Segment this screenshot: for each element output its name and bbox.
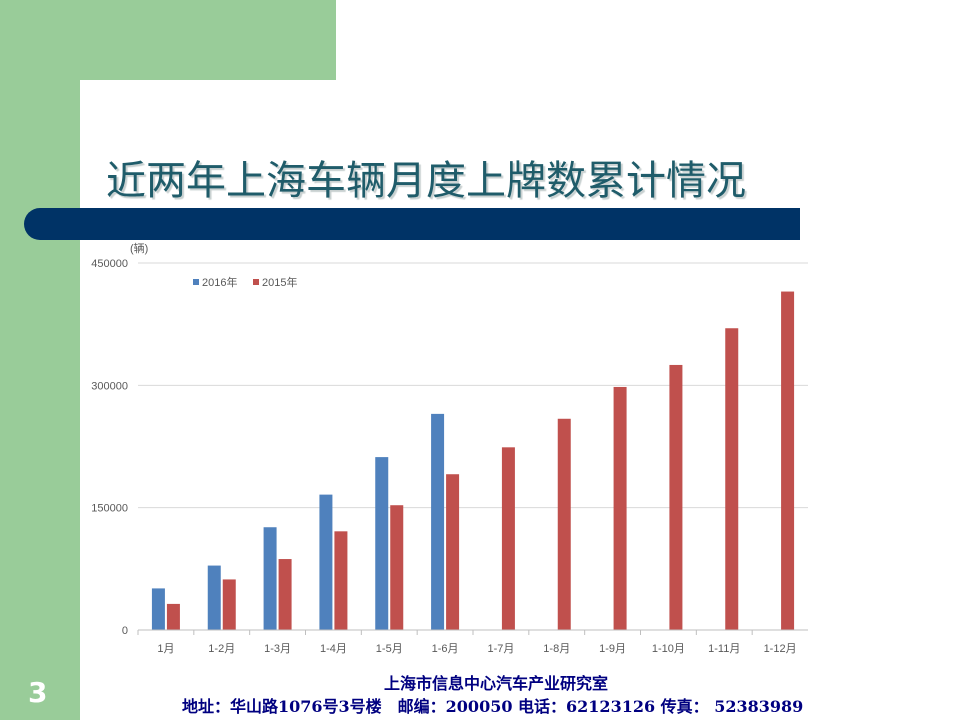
y-tick-label: 300000 bbox=[91, 380, 128, 392]
axis-layer: 0 150000 300000 450000 1月 1-2月 1-3月 1-4月 1-5月 1-6… bbox=[91, 258, 808, 655]
x-tick-label: 1-3月 bbox=[264, 643, 291, 655]
bar-2016年-1月 bbox=[151, 588, 165, 630]
x-tick-label: 1-5月 bbox=[376, 643, 403, 655]
bar-2015年-1-9月 bbox=[613, 386, 627, 630]
y-tick-label: 0 bbox=[122, 625, 128, 637]
legend-swatch-2016 bbox=[193, 279, 199, 285]
legend-label-2015: 2015年 bbox=[262, 275, 297, 289]
x-tick-label: 1月 bbox=[157, 643, 174, 655]
x-tick-label: 1-10月 bbox=[652, 643, 685, 655]
bar-2015年-1-6月 bbox=[446, 474, 460, 630]
x-tick-label: 1-8月 bbox=[543, 643, 570, 655]
footer-contact: 地址：华山路1076号3号楼 邮编：200050 电话：62123126 传真：… bbox=[182, 697, 804, 716]
bar-2015年-1-7月 bbox=[501, 447, 515, 630]
unit-label: (辆) bbox=[130, 241, 148, 255]
bar-2016年-1-6月 bbox=[431, 413, 445, 630]
footer-org-name: 上海市信息中心汽车产业研究室 bbox=[384, 674, 609, 693]
x-tick-label: 1-11月 bbox=[708, 643, 740, 655]
bar-2015年-1-10月 bbox=[669, 364, 683, 630]
bar-2016年-1-5月 bbox=[375, 457, 389, 630]
slide-title: 近两年上海车辆月度上牌数累计情况 bbox=[106, 158, 746, 204]
y-tick-label: 450000 bbox=[91, 258, 128, 270]
x-tick-label: 1-12月 bbox=[764, 643, 797, 655]
bar-2016年-1-2月 bbox=[207, 565, 221, 630]
x-tick-label: 1-4月 bbox=[320, 643, 347, 655]
bar-2015年-1-4月 bbox=[334, 531, 348, 630]
bars-layer bbox=[151, 291, 795, 630]
title-underline-band bbox=[24, 208, 800, 240]
x-tick-label: 1-9月 bbox=[599, 643, 626, 655]
bar-2015年-1-11月 bbox=[725, 328, 739, 630]
sidebar-green-bar bbox=[0, 0, 80, 720]
bar-2015年-1-12月 bbox=[781, 291, 795, 630]
x-tick-label: 1-2月 bbox=[208, 643, 235, 655]
x-tick-label: 1-6月 bbox=[432, 643, 459, 655]
bar-2015年-1月 bbox=[166, 603, 180, 630]
page-number: 3 bbox=[28, 676, 48, 709]
y-tick-label: 150000 bbox=[91, 503, 128, 515]
bar-2015年-1-3月 bbox=[278, 559, 292, 630]
bar-2016年-1-4月 bbox=[319, 494, 333, 630]
legend-swatch-2015 bbox=[253, 279, 259, 285]
top-green-block bbox=[80, 0, 336, 80]
bar-2016年-1-3月 bbox=[263, 527, 277, 630]
grid-layer bbox=[138, 262, 808, 509]
bar-2015年-1-2月 bbox=[222, 579, 236, 630]
x-tick-label: 1-7月 bbox=[487, 643, 514, 655]
legend: 2016年 2015年 bbox=[193, 275, 297, 289]
legend-label-2016: 2016年 bbox=[202, 275, 237, 289]
bar-2015年-1-5月 bbox=[390, 505, 404, 630]
bar-2015年-1-8月 bbox=[557, 418, 571, 630]
